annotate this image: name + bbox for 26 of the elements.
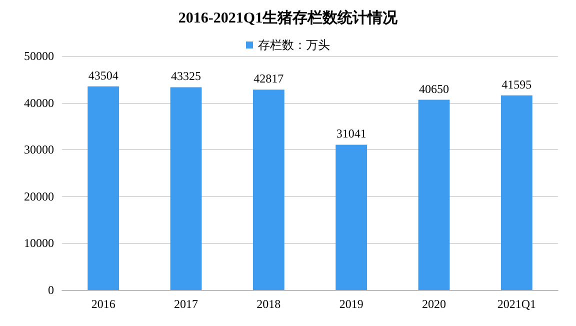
bar bbox=[418, 100, 450, 290]
data-label: 43504 bbox=[88, 68, 118, 82]
y-tick-label: 20000 bbox=[24, 189, 54, 204]
y-tick-label: 40000 bbox=[24, 96, 54, 110]
data-label: 43325 bbox=[171, 69, 201, 84]
x-tick-label: 2020 bbox=[422, 297, 446, 311]
x-tick-label: 2018 bbox=[256, 297, 281, 311]
y-tick-label: 10000 bbox=[24, 236, 54, 250]
chart-title: 2016-2021Q1生猪存栏数统计情况 bbox=[178, 10, 399, 26]
data-label: 40650 bbox=[419, 82, 449, 96]
data-label: 31041 bbox=[336, 126, 366, 141]
bar bbox=[88, 86, 120, 290]
y-tick-label: 50000 bbox=[24, 49, 54, 63]
bar bbox=[500, 95, 532, 290]
bar bbox=[252, 90, 284, 290]
data-label: 41595 bbox=[502, 77, 532, 92]
bar bbox=[336, 144, 368, 290]
data-label: 42817 bbox=[254, 72, 284, 86]
x-tick-label: 2016 bbox=[91, 297, 116, 311]
bar bbox=[170, 87, 202, 290]
x-tick-label: 2017 bbox=[174, 297, 198, 311]
y-tick-label: 30000 bbox=[24, 142, 54, 157]
x-tick-label: 2019 bbox=[339, 297, 364, 311]
legend-label: 存栏数：万头 bbox=[258, 38, 330, 52]
x-tick-label: 2021Q1 bbox=[497, 297, 536, 311]
y-tick-label: 0 bbox=[48, 283, 54, 297]
